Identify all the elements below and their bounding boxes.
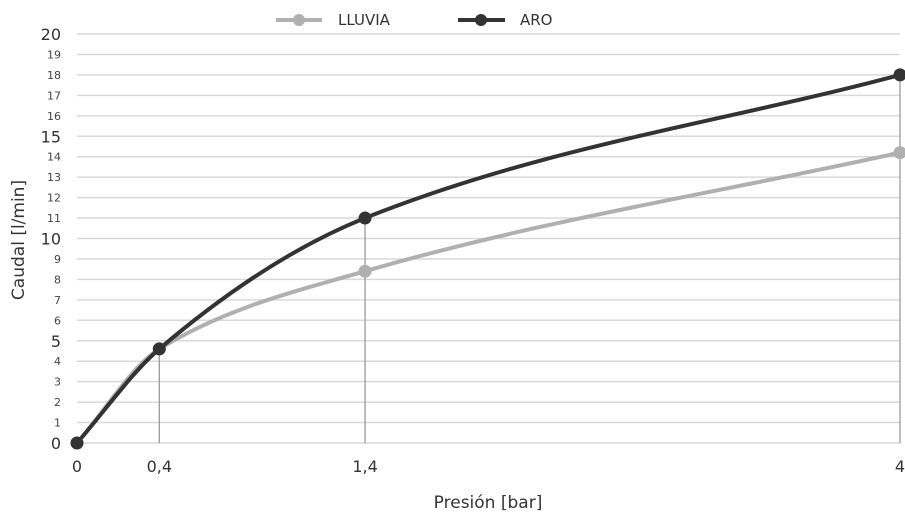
y-tick-label: 14 (47, 151, 61, 164)
x-tick-label: 1,4 (352, 457, 377, 476)
series-points (70, 68, 905, 450)
y-tick-label: 9 (54, 253, 61, 266)
data-point-lluvia (893, 146, 905, 160)
x-axis-title: Presión [bar] (434, 493, 543, 513)
y-tick-label: 18 (47, 69, 61, 82)
y-axis-title: Caudal [l/min] (9, 180, 29, 300)
legend-label-aro: ARO (520, 11, 553, 29)
y-tick-label: 6 (54, 314, 61, 327)
y-tick-label: 10 (41, 230, 61, 249)
y-tick-label: 20 (41, 25, 61, 44)
y-tick-label: 3 (54, 376, 61, 389)
legend-label-lluvia: LLUVIA (338, 11, 391, 29)
y-tick-label: 5 (51, 332, 61, 351)
x-tick-labels: 0 0,4 1,4 4 (72, 457, 905, 476)
series-line-aro (75, 72, 902, 445)
y-tick-label: 0 (51, 434, 61, 453)
y-tick-label: 12 (47, 192, 61, 205)
data-point-aro (893, 68, 905, 82)
y-tick-label: 13 (47, 171, 61, 184)
y-tick-label: 15 (41, 127, 61, 146)
x-tick-label: 4 (895, 457, 905, 476)
y-tick-label: 17 (47, 89, 61, 102)
legend-marker-aro (475, 14, 487, 26)
y-tick-label: 1 (54, 417, 61, 430)
data-point-aro (152, 342, 166, 356)
legend: LLUVIA ARO (276, 11, 553, 29)
data-point-lluvia (358, 264, 372, 278)
data-point-aro (358, 211, 372, 225)
drop-lines (158, 74, 901, 443)
y-tick-label: 8 (54, 273, 61, 286)
y-tick-label: 2 (54, 396, 61, 409)
legend-marker-lluvia (293, 14, 305, 26)
y-tick-label: 16 (47, 110, 61, 123)
y-tick-label: 19 (47, 48, 61, 61)
x-tick-label: 0 (72, 457, 82, 476)
series-lines (75, 72, 902, 445)
series-line-lluvia (75, 150, 902, 445)
y-tick-label: 11 (47, 212, 61, 225)
y-tick-label: 7 (54, 294, 61, 307)
x-tick-label: 0,4 (147, 457, 172, 476)
y-tick-label: 4 (54, 355, 61, 368)
data-point-aro (70, 436, 84, 450)
